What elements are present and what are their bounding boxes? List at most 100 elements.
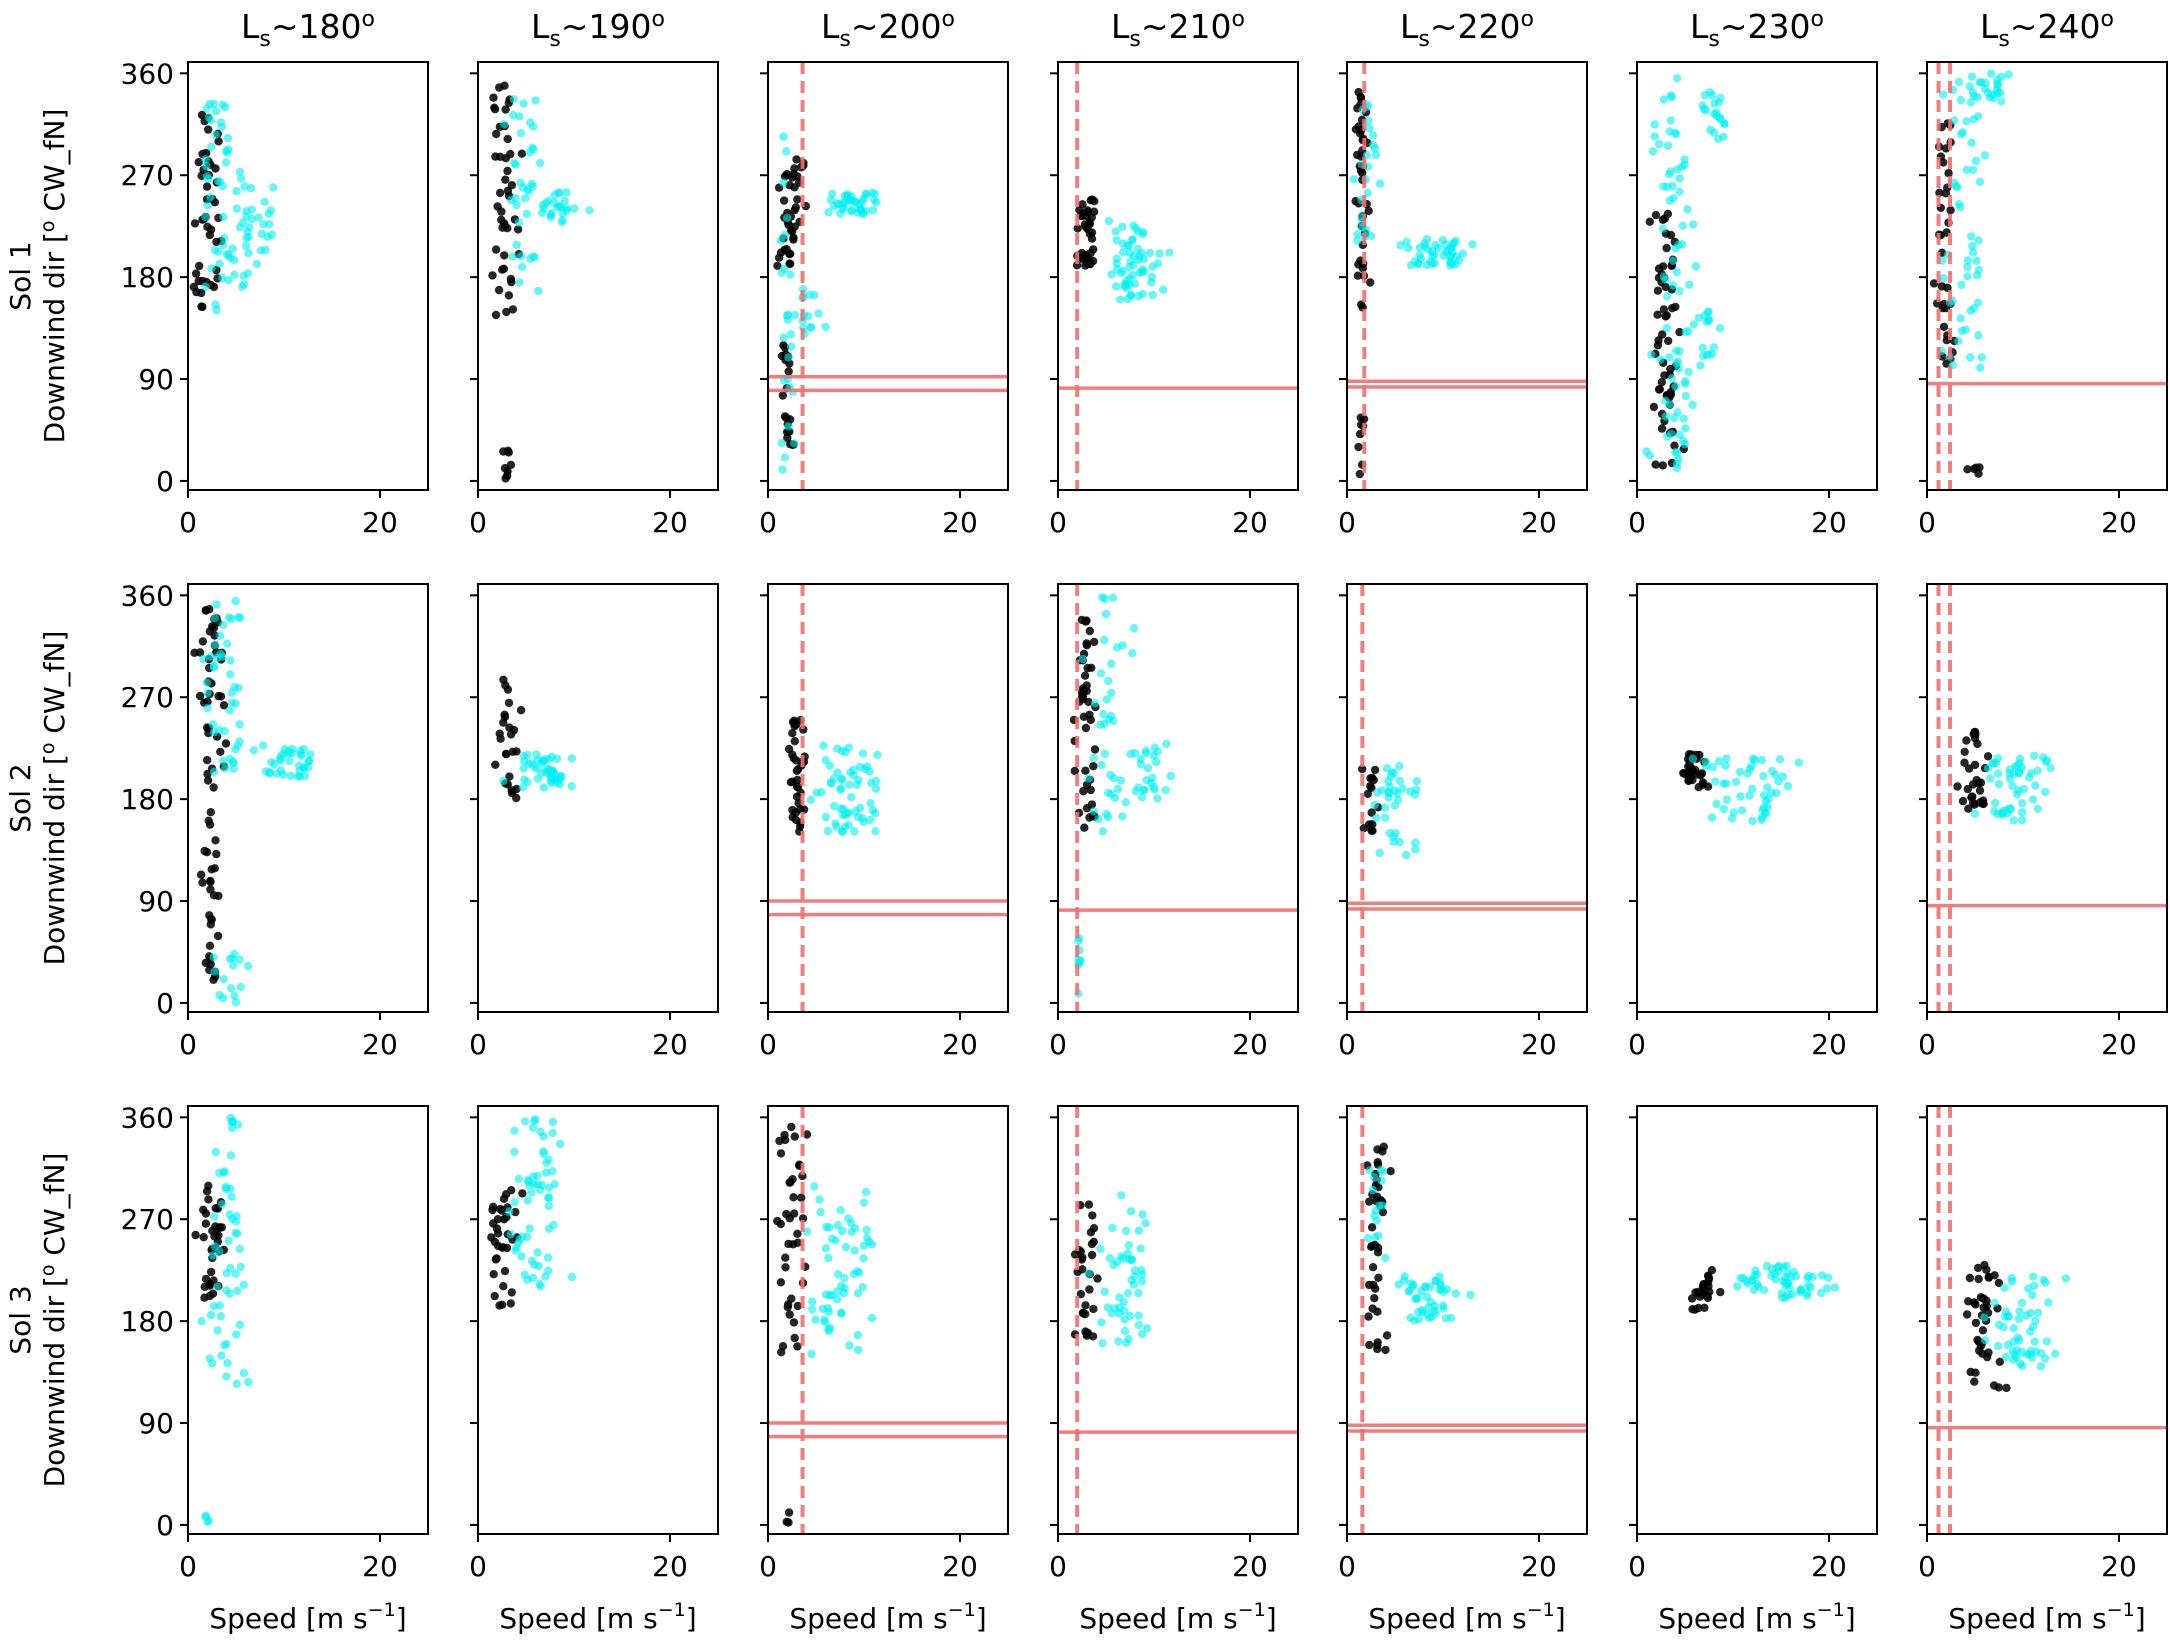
data-point-cyan [511, 160, 520, 169]
data-point-cyan [1147, 278, 1156, 287]
data-point-cyan [209, 767, 219, 776]
data-point-cyan [239, 1368, 249, 1378]
data-point-cyan [233, 741, 242, 750]
axes-frame [1057, 61, 1299, 491]
axes-frame [1346, 583, 1588, 1013]
data-point-cyan [1117, 1252, 1126, 1261]
data-point-cyan [520, 1117, 530, 1126]
data-point-cyan [1817, 1288, 1826, 1298]
data-point-black [198, 878, 207, 887]
data-point-cyan [1977, 353, 1986, 362]
data-point-cyan [1364, 116, 1373, 126]
data-point-cyan [2000, 1283, 2009, 1292]
data-point-cyan [1098, 827, 1108, 836]
data-point-cyan [208, 1251, 218, 1260]
data-point-cyan [1993, 79, 2002, 89]
data-point-cyan [1973, 298, 1983, 307]
data-point-cyan [510, 1147, 519, 1157]
plot-area [487, 1115, 577, 1310]
data-point-cyan [808, 1305, 817, 1314]
data-point-cyan [1774, 777, 1783, 786]
data-point-black [1935, 188, 1944, 197]
axes-frame [767, 1105, 1009, 1535]
data-point-black [1654, 385, 1664, 394]
data-point-cyan [1700, 90, 1710, 100]
data-point-black [200, 1282, 209, 1292]
data-point-cyan [1661, 412, 1671, 421]
data-point-cyan [1145, 248, 1155, 258]
x-axis-title: Speed [m s−1] [209, 1599, 406, 1635]
data-point-cyan [201, 212, 210, 222]
data-point-black [500, 251, 509, 260]
data-point-cyan [506, 1230, 516, 1239]
plot-area [1687, 1261, 1840, 1314]
data-point-cyan [1104, 216, 1114, 226]
axes-frame [187, 1105, 429, 1535]
data-point-cyan [1104, 676, 1113, 686]
data-point-cyan [1719, 132, 1728, 141]
data-point-cyan [518, 783, 528, 792]
data-point-cyan [779, 333, 788, 342]
data-point-cyan [230, 991, 239, 1000]
data-point-cyan [2041, 757, 2050, 766]
data-point-cyan [538, 208, 547, 218]
data-point-cyan [1162, 739, 1171, 749]
data-point-cyan [543, 1253, 553, 1262]
data-point-cyan [2041, 1278, 2050, 1287]
data-point-cyan [1763, 803, 1772, 812]
data-point-black [205, 605, 214, 614]
data-point-black [190, 219, 200, 228]
data-point-cyan [1127, 1255, 1137, 1264]
data-point-black [784, 367, 793, 376]
data-point-cyan [1783, 1279, 1793, 1288]
data-point-cyan [509, 110, 518, 120]
data-point-cyan [789, 439, 799, 448]
data-point-cyan [1349, 175, 1359, 184]
data-point-cyan [1745, 791, 1754, 800]
data-point-black [1364, 206, 1373, 216]
data-point-cyan [555, 1139, 565, 1149]
data-point-black [204, 125, 213, 134]
x-tick-label: 0 [179, 506, 197, 539]
data-point-cyan [833, 744, 842, 753]
data-point-cyan [2007, 1273, 2016, 1283]
data-point-cyan [1961, 325, 1970, 334]
panel-r3-c6: 0 20 Speed [m s−1] [1628, 1105, 1878, 1635]
axes-frame [1636, 61, 1878, 491]
data-point-cyan [1117, 1191, 1126, 1200]
data-point-black [792, 792, 802, 801]
data-point-black [1090, 745, 1100, 754]
data-point-cyan [1385, 788, 1394, 797]
data-point-cyan [1452, 252, 1461, 261]
data-point-cyan [1380, 803, 1390, 812]
data-point-cyan [1363, 1234, 1373, 1243]
row-title: Sol 2 [4, 763, 37, 832]
data-point-cyan [1099, 710, 1108, 719]
data-point-cyan [512, 240, 521, 249]
column-title: Ls~200o [821, 7, 955, 52]
data-point-black [797, 1193, 806, 1202]
data-point-cyan [1136, 1244, 1145, 1253]
data-point-cyan [1962, 165, 1971, 175]
data-point-black [1082, 681, 1091, 690]
data-point-cyan [1134, 1311, 1144, 1320]
x-tick-label: 0 [469, 506, 487, 539]
data-point-black [492, 1254, 501, 1263]
data-point-cyan [1704, 350, 1713, 359]
data-point-cyan [1703, 308, 1713, 317]
data-point-cyan [1719, 804, 1729, 814]
data-point-cyan [208, 1359, 217, 1368]
data-point-cyan [850, 198, 860, 207]
data-point-cyan [858, 749, 868, 758]
data-point-cyan [2044, 1298, 2053, 1307]
data-point-black [507, 181, 517, 190]
data-point-cyan [1119, 248, 1128, 257]
data-point-cyan [1100, 719, 1109, 728]
data-point-cyan [242, 233, 251, 243]
data-point-cyan [805, 290, 814, 299]
data-point-cyan [1969, 115, 1978, 124]
data-point-cyan [1372, 1216, 1382, 1225]
plot-area [191, 1113, 253, 1527]
data-point-black [792, 155, 801, 164]
data-point-cyan [297, 751, 306, 760]
